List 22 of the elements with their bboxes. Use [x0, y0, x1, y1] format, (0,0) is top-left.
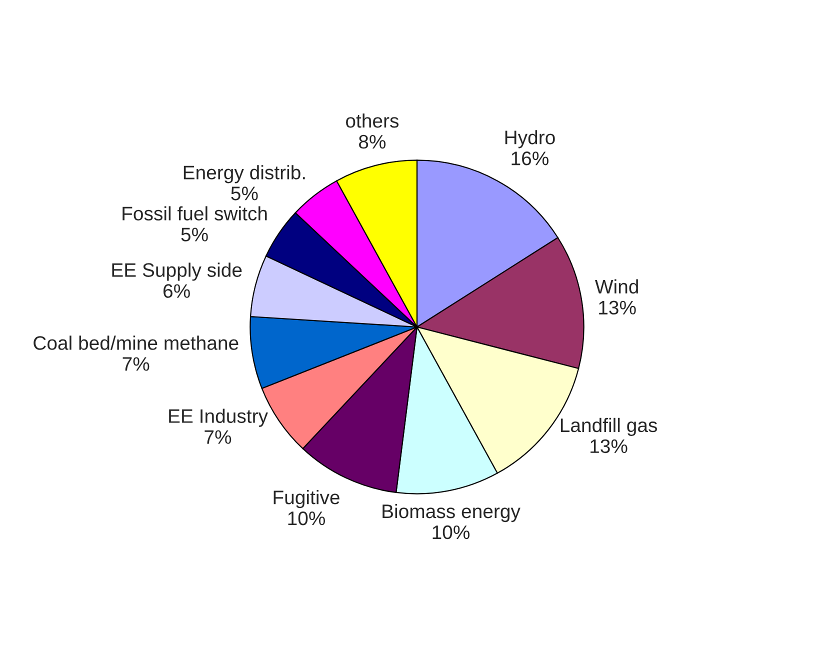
data-label: 13%	[590, 439, 628, 454]
slice-label: others	[346, 113, 399, 128]
data-label: 7%	[204, 430, 232, 444]
slice-label: Coal bed/mine methane	[34, 336, 238, 350]
data-label: 10%	[288, 511, 326, 526]
data-label: 5%	[181, 228, 208, 242]
slice-label: Energy distrib.	[184, 165, 305, 184]
slice-label: EE Supply side	[112, 262, 242, 281]
slice-label: Fugitive	[274, 490, 340, 508]
slice-label: Biomass energy	[382, 504, 520, 522]
data-label: 5%	[231, 186, 258, 200]
data-label: 8%	[358, 134, 386, 149]
data-label: 13%	[599, 300, 636, 315]
data-label: 16%	[512, 152, 548, 166]
slice-label: EE Industry	[169, 408, 268, 427]
slice-label: Wind	[595, 279, 638, 294]
slice-label: Landfill gas	[560, 418, 658, 436]
slice-label: Hydro	[505, 130, 555, 148]
slice-label: Fossil fuel switch	[122, 206, 267, 220]
data-label: 7%	[122, 357, 150, 371]
data-label: 10%	[432, 525, 470, 540]
data-label: 6%	[164, 284, 190, 298]
